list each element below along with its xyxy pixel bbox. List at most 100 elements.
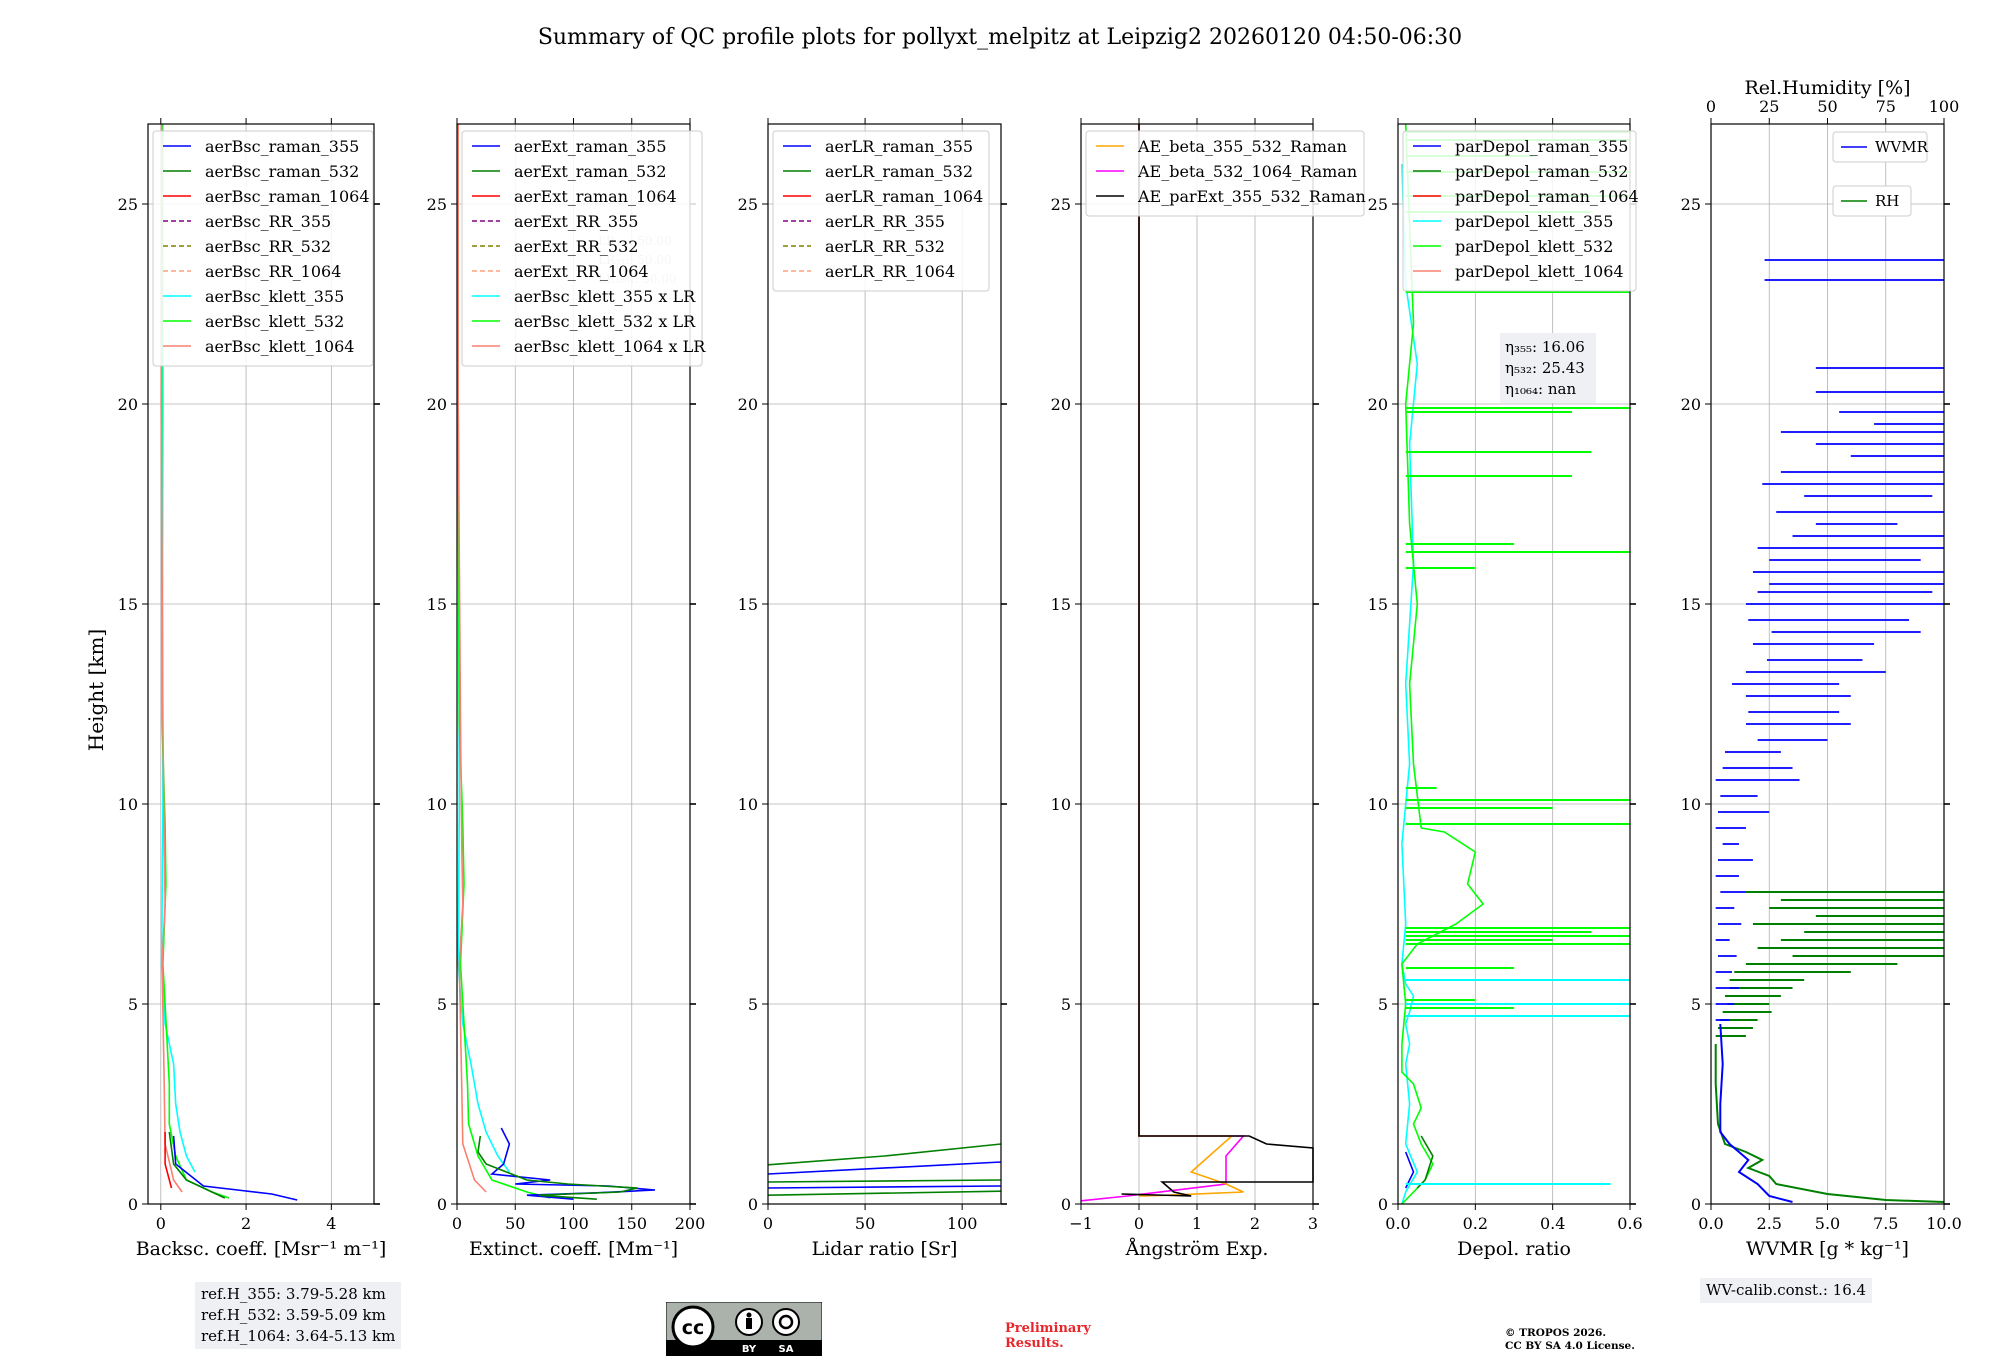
axes-frame — [767, 123, 1002, 1205]
legend-frame — [1832, 131, 1928, 163]
top-axis-label: Rel.Humidity [%] — [1744, 77, 1910, 99]
ref-height-355: ref.H_355: 3.79-5.28 km — [201, 1285, 386, 1303]
legend-label: aerLR_raman_1064 — [825, 187, 983, 206]
series-aerlr-raman-355 — [767, 1161, 1002, 1175]
series-aerext-raman-532 — [477, 1135, 638, 1200]
legend-rh: RH — [1832, 185, 1912, 217]
wv-calib-box: WV-calib.const.: 16.4 — [1700, 1278, 1873, 1303]
legend-frame — [152, 130, 374, 367]
legend-label: aerExt_RR_532 — [514, 237, 638, 256]
series-ae-beta-355-532-raman — [1138, 124, 1244, 1197]
y-tick-label: 15 — [427, 595, 447, 614]
series-ae-beta-532-1064-raman — [1080, 124, 1246, 1202]
cc-icon-label: cc — [682, 1317, 705, 1339]
prelim-line-1: Preliminary — [1005, 1321, 1091, 1336]
y-axis-label: Height [km] — [84, 629, 108, 751]
legend: aerExt_raman_355 aerExt_raman_532 aerExt_r… — [461, 130, 706, 367]
eta-label: η₃₅₅: 16.06 — [1505, 338, 1585, 356]
y-tick-label: 10 — [1681, 795, 1701, 814]
x-tick-label: 100 — [558, 1214, 589, 1233]
eta-frame — [1500, 333, 1596, 403]
y-tick-label: 5 — [1061, 995, 1071, 1014]
y-tick-label: 15 — [1368, 595, 1388, 614]
y-tick-label: 10 — [118, 795, 138, 814]
legend: parDepol_raman_355 parDepol_raman_532 parD… — [1402, 130, 1639, 292]
y-tick-label: 25 — [1681, 195, 1701, 214]
y-tick-label: 0 — [1378, 1195, 1388, 1214]
series-aerbsc-raman-355 — [172, 1135, 298, 1201]
series-aerbsc-klett-532-x-lr — [457, 124, 551, 1199]
series-aerlr-raman-532 — [767, 1143, 1002, 1166]
series-aerlr-raman-355-low- — [767, 1185, 1002, 1189]
legend-frame — [772, 130, 990, 292]
panel-depol: 0.0 0.2 0.4 0.6 0 5 10 15 20 25 Depol. ratio parDep… — [1368, 118, 1643, 1260]
legend-label: aerExt_raman_1064 — [514, 187, 677, 206]
y-tick-label: 10 — [738, 795, 758, 814]
legend-label: aerLR_RR_1064 — [825, 262, 955, 281]
y-tick-label: 5 — [128, 995, 138, 1014]
y-tick-label: 20 — [1051, 395, 1071, 414]
legend-label: aerBsc_raman_532 — [205, 162, 359, 181]
legend-label: parDepol_raman_1064 — [1455, 187, 1639, 206]
legend-label: aerBsc_RR_532 — [205, 237, 331, 256]
legend: aerLR_raman_355 aerLR_raman_532 aerLR_rama… — [772, 130, 990, 292]
x-tick-label: 100 — [947, 1214, 978, 1233]
y-tick-label: 10 — [1051, 795, 1071, 814]
x-tick-label: 2 — [241, 1214, 251, 1233]
legend-label: aerBsc_klett_355 — [205, 287, 344, 306]
x-tick-label: 0 — [452, 1214, 462, 1233]
legend-label: AE_beta_355_532_Raman — [1137, 137, 1347, 156]
wv-calib-constant: WV-calib.const.: 16.4 — [1706, 1281, 1867, 1299]
eta-label: η₁₀₆₄: nan — [1505, 380, 1576, 398]
x-tick-label: 50 — [855, 1214, 875, 1233]
series-aerbsc-klett-1064-x-lr — [457, 124, 487, 1193]
y-tick-label: 15 — [738, 595, 758, 614]
x-tick-label: 7.5 — [1873, 1214, 1898, 1233]
legend-label: parDepol_klett_355 — [1455, 212, 1613, 231]
x-tick-label: 0.0 — [1385, 1214, 1410, 1233]
x-tick-label: 3 — [1308, 1214, 1318, 1233]
y-tick-label: 25 — [427, 195, 447, 214]
axes-frame — [1710, 123, 1945, 1205]
x-axis-label: Depol. ratio — [1457, 1238, 1571, 1260]
top-tick-label: 75 — [1876, 97, 1896, 116]
prelim-line-2: Results. — [1005, 1336, 1064, 1351]
series-aerlr-raman-532-base- — [767, 1190, 1002, 1196]
series-aerbsc-raman-1064 — [164, 1132, 173, 1189]
legend-label: parDepol_klett_532 — [1455, 237, 1613, 256]
y-tick-label: 20 — [427, 395, 447, 414]
y-tick-label: 5 — [748, 995, 758, 1014]
x-tick-label: 5.0 — [1815, 1214, 1840, 1233]
legend-label: aerLR_RR_532 — [825, 237, 945, 256]
legend-label: aerExt_RR_355 — [514, 212, 638, 231]
legend-label: parDepol_klett_1064 — [1455, 262, 1624, 281]
x-tick-label: 150 — [616, 1214, 647, 1233]
y-tick-label: 20 — [1681, 395, 1701, 414]
x-axis-label: Lidar ratio [Sr] — [812, 1238, 958, 1260]
y-tick-label: 0 — [1691, 1195, 1701, 1214]
cc-license-badge: cc BY SA — [666, 1302, 822, 1356]
series-ae-parext-355-532-raman — [1121, 124, 1314, 1197]
x-axis-label: WVMR [g * kg⁻¹] — [1746, 1238, 1909, 1260]
top-tick-label: 100 — [1929, 97, 1960, 116]
legend-label: aerBsc_klett_355 x LR — [514, 287, 696, 306]
x-tick-label: 1 — [1192, 1214, 1202, 1233]
eta-label: η₅₃₂: 25.43 — [1505, 359, 1585, 377]
sa-label: SA — [779, 1344, 794, 1355]
rh-curve — [1714, 1044, 1945, 1203]
series-pardepol-klett-532 — [1401, 123, 1485, 1205]
legend-label: RH — [1875, 192, 1899, 210]
y-tick-label: 10 — [1368, 795, 1388, 814]
series-pardepol-raman-355 — [1404, 1151, 1415, 1189]
y-tick-label: 15 — [118, 595, 138, 614]
axes-frame — [1080, 123, 1314, 1205]
panel-lr: 0 50 100 0 5 10 15 20 25 Lidar ratio [Sr] aerLR_ra… — [738, 118, 1007, 1260]
panel-wv: 0.0 2.5 5.0 7.5 10.0 0 5 10 15 20 25 WVMR [g * kg⁻¹… — [1681, 77, 1962, 1260]
y-tick-label: 5 — [437, 995, 447, 1014]
legend-label: aerBsc_RR_355 — [205, 212, 331, 231]
reference-height-box: ref.H_355: 3.79-5.28 km ref.H_532: 3.59-… — [195, 1282, 402, 1349]
legend-label: aerBsc_raman_355 — [205, 137, 359, 156]
y-tick-label: 20 — [118, 395, 138, 414]
legend: AE_beta_355_532_Raman AE_beta_532_1064_Ra… — [1085, 130, 1366, 217]
axes-frame — [1397, 123, 1631, 1205]
